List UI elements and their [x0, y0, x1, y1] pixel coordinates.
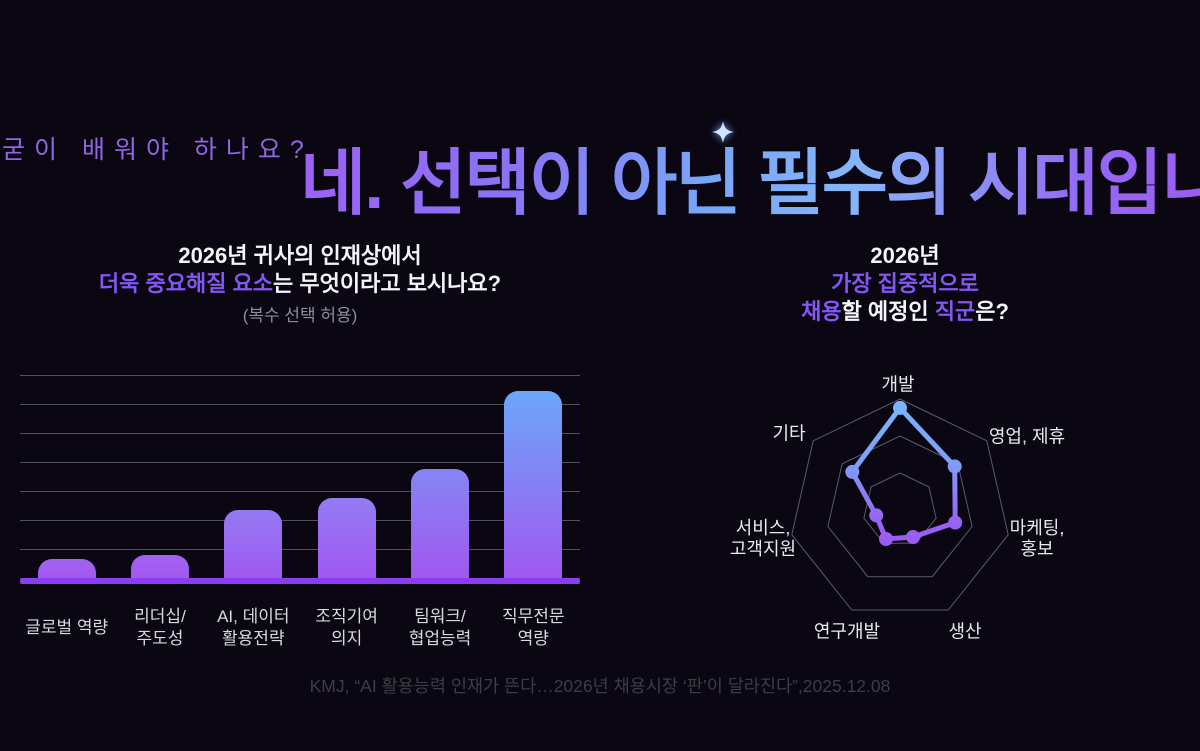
bar-category-label: AI, 데이터 활용전략 [217, 607, 290, 648]
bar-5 [504, 391, 563, 582]
sparkle-icon [712, 121, 734, 143]
headline-text: 네. 선택이 아닌 필수의 시대입니다! [300, 147, 1200, 223]
radar-web-ring [863, 472, 937, 544]
radar-data-point-3 [906, 530, 920, 544]
radar-data-point-4 [879, 532, 893, 546]
radar-axis-label: 서비스, 고객지원 [729, 518, 797, 559]
bar-chart-gridline [20, 491, 580, 492]
bar-category-labels: 글로벌 역량 리더십/주도성 AI, 데이터 활용전략 조직기여 의지 팀워크/협업… [20, 604, 580, 652]
radar-chart-title-line3: 채용할 예정인 직군은? [705, 298, 1105, 326]
radar-data-point-5 [869, 508, 884, 523]
radar-axis-label: 개발 [881, 374, 915, 395]
bar-slot [207, 510, 300, 582]
bar-chart-title-line1: 2026년 귀사의 인재상에서 [178, 243, 422, 268]
radar-axis-label: 연구개발 [813, 621, 881, 642]
radar-chart-title: 2026년 가장 집중적으로 채용할 예정인 직군은? [705, 242, 1105, 326]
radar-chart-title-line2: 가장 집중적으로 [831, 271, 979, 296]
radar-axis-label: 마케팅, 홍보 [1009, 518, 1065, 559]
bar-slot [300, 498, 393, 582]
bar-chart-gridline [20, 549, 580, 550]
bar-category-label: 리더십/주도성 [134, 607, 186, 648]
bar-chart-subtitle: (복수 선택 허용) [242, 306, 358, 325]
bar-chart-gridline [20, 404, 580, 405]
bar-chart [20, 360, 580, 584]
bar-chart-baseline [20, 578, 580, 584]
bar-group [20, 360, 580, 582]
eyebrow-text: 굳이 배워야 하나요? [2, 136, 313, 164]
footer-citation: KMJ, “AI 활용능력 인재가 뜬다…2026년 채용시장 ‘판’이 달라진… [309, 676, 891, 696]
bar-category-label: 직무전문 역량 [502, 607, 565, 648]
radar-data-point-0 [893, 400, 907, 415]
radar-title-highlight-1: 채용 [801, 299, 842, 324]
bar-slot [113, 555, 206, 582]
radar-web-ring [827, 435, 973, 578]
bar-0 [37, 559, 96, 582]
radar-data-point-1 [947, 459, 962, 474]
bar-chart-title-line2: 더욱 중요해질 요소는 무엇이라고 보시나요? [20, 270, 580, 298]
radar-data-point-2 [948, 515, 963, 530]
bar-slot [20, 559, 113, 582]
radar-axis-label: 영업, 제휴 [988, 426, 1066, 447]
bar-chart-gridline [20, 462, 580, 463]
bar-slot [393, 469, 486, 582]
bar-1 [130, 555, 189, 582]
bar-4 [410, 469, 469, 582]
radar-data-polygon [849, 405, 958, 542]
radar-title-highlight-2: 직군 [934, 299, 976, 324]
bar-chart-title-rest: 는 무엇이라고 보시나요? [273, 271, 502, 296]
radar-data-point-6 [845, 464, 860, 479]
radar-title-mid: 할 예정인 [841, 299, 935, 324]
bar-2 [224, 510, 283, 582]
bar-category-label: 팀워크/협업능력 [408, 607, 472, 648]
radar-axis-label: 기타 [772, 423, 806, 444]
bar-chart-gridline [20, 375, 580, 376]
radar-chart [791, 398, 1009, 611]
bar-chart-gridline [20, 433, 580, 434]
radar-axis-label: 생산 [948, 621, 982, 642]
radar-title-end: 은? [975, 299, 1009, 324]
radar-chart-title-line1: 2026년 [870, 243, 940, 268]
bar-slot [487, 391, 580, 582]
bar-chart-title: 2026년 귀사의 인재상에서 더욱 중요해질 요소는 무엇이라고 보시나요? … [20, 242, 580, 330]
bar-3 [317, 498, 376, 582]
bar-chart-gridline [20, 520, 580, 521]
radar-web-ring [791, 398, 1009, 611]
bar-chart-title-highlight: 더욱 중요해질 요소 [98, 271, 274, 296]
bar-category-label: 조직기여 의지 [315, 607, 378, 648]
bar-category-label: 글로벌 역량 [25, 618, 109, 637]
